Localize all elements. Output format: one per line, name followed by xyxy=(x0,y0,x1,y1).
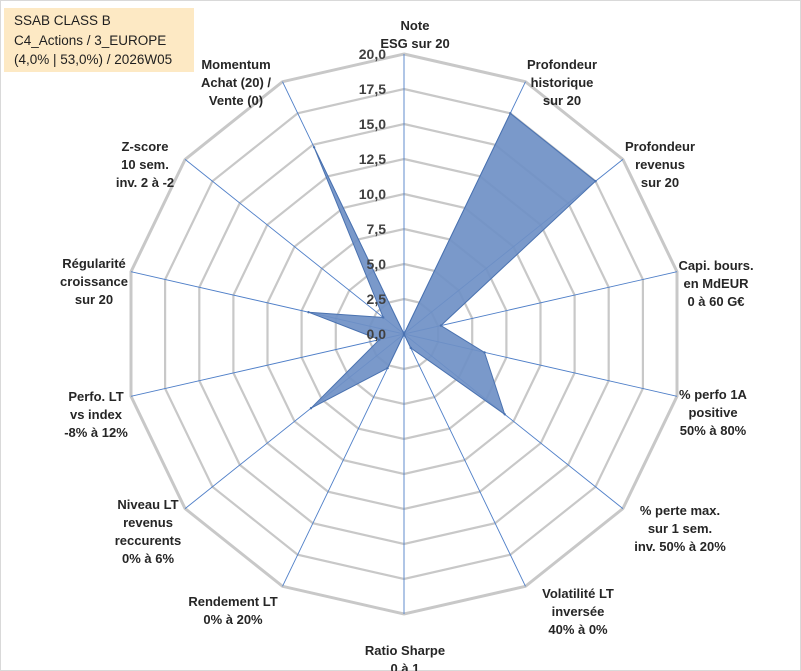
axis-label-2-line-1: revenus xyxy=(635,157,685,172)
axis-label-1-line-2: sur 20 xyxy=(543,93,581,108)
header-line-2: C4_Actions / 3_EUROPE xyxy=(14,32,167,48)
axis-label-13-line-0: Momentum xyxy=(201,57,270,72)
tick-label-6: 15,0 xyxy=(359,116,386,132)
series-point-13 xyxy=(312,146,316,149)
series-point-1 xyxy=(509,112,512,115)
axis-label-3: Capi. bours. en MdEUR 0 à 60 G€ xyxy=(678,258,753,309)
series-point-10 xyxy=(378,338,381,341)
axis-label-12-line-2: inv. 2 à -2 xyxy=(116,175,174,190)
tick-label-1: 2,5 xyxy=(367,291,387,307)
axis-spoke-8 xyxy=(282,333,405,587)
axis-spoke-10 xyxy=(130,333,405,397)
axis-label-10-line-1: vs index xyxy=(70,407,123,422)
axis-label-1-line-1: historique xyxy=(531,75,594,90)
axis-label-2-line-0: Profondeur xyxy=(625,139,695,154)
axis-label-0-line-1: ESG sur 20 xyxy=(380,36,449,51)
axis-label-9-line-2: reccurents xyxy=(115,533,181,548)
axis-label-5: % perte max. sur 1 sem. inv. 50% à 20% xyxy=(634,503,726,554)
axis-label-3-line-2: 0 à 60 G€ xyxy=(687,294,744,309)
tick-label-2: 5,0 xyxy=(367,256,387,272)
axis-label-8: Rendement LT 0% à 20% xyxy=(188,594,277,627)
series-point-12 xyxy=(382,316,385,319)
axis-label-5-line-1: sur 1 sem. xyxy=(648,521,712,536)
tick-layer: 0,0 2,5 5,0 7,5 10,0 12,5 15,0 17,5 20,0 xyxy=(359,46,386,342)
axis-label-4: % perfo 1A positive 50% à 80% xyxy=(679,387,748,438)
axis-label-8-line-0: Rendement LT xyxy=(188,594,277,609)
axis-label-2-line-2: sur 20 xyxy=(641,175,679,190)
axis-label-6: Volatilité LT inversée 40% à 0% xyxy=(542,586,614,637)
axis-label-6-line-2: 40% à 0% xyxy=(548,622,608,637)
axis-label-10-line-2: -8% à 12% xyxy=(64,425,128,440)
tick-label-3: 7,5 xyxy=(367,221,387,237)
axis-label-12: Z-score 10 sem. inv. 2 à -2 xyxy=(116,139,174,190)
axis-spoke-6 xyxy=(403,333,526,587)
axis-label-1-line-0: Profondeur xyxy=(527,57,597,72)
axis-label-5-line-2: inv. 50% à 20% xyxy=(634,539,726,554)
axis-label-13-line-1: Achat (20) / xyxy=(201,75,271,90)
axis-label-10-line-0: Perfo. LT xyxy=(68,389,123,404)
axis-label-4-line-2: 50% à 80% xyxy=(680,423,747,438)
axis-label-11-line-0: Régularité xyxy=(62,256,126,271)
series-point-2 xyxy=(594,180,597,183)
axis-label-12-line-0: Z-score xyxy=(122,139,169,154)
series-point-6 xyxy=(409,346,412,350)
axis-label-0-line-0: Note xyxy=(401,18,430,33)
axis-label-3-line-0: Capi. bours. xyxy=(678,258,753,273)
chart-header-box: SSAB CLASS B C4_Actions / 3_EUROPE (4,0%… xyxy=(4,8,194,72)
series-layer xyxy=(307,112,597,416)
series-area xyxy=(308,112,597,416)
axis-label-4-line-0: % perfo 1A xyxy=(679,387,748,402)
axis-label-7: Ratio Sharpe 0 à 1 xyxy=(365,643,445,671)
axis-label-9: Niveau LT revenus reccurents 0% à 6% xyxy=(115,497,181,566)
series-point-11 xyxy=(307,311,310,314)
axis-spoke-3 xyxy=(403,271,678,335)
tick-label-0: 0,0 xyxy=(367,326,387,342)
axis-label-3-line-1: en MdEUR xyxy=(684,276,750,291)
header-line-3: (4,0% | 53,0%) / 2026W05 xyxy=(14,52,173,67)
header-line-1: SSAB CLASS B xyxy=(14,13,111,28)
axis-label-4-line-1: positive xyxy=(688,405,737,420)
series-point-8 xyxy=(386,366,389,370)
axis-label-0: Note ESG sur 20 xyxy=(380,18,449,51)
axis-label-layer: Note ESG sur 20 Profondeur historique sur 20… xyxy=(60,18,754,671)
axis-label-11-line-2: sur 20 xyxy=(75,292,113,307)
axis-label-13-line-2: Vente (0) xyxy=(209,93,263,108)
series-point-9 xyxy=(309,407,313,410)
axis-label-12-line-1: 10 sem. xyxy=(121,157,169,172)
axis-label-9-line-3: 0% à 6% xyxy=(122,551,174,566)
axis-label-8-line-1: 0% à 20% xyxy=(203,612,263,627)
axis-label-1: Profondeur historique sur 20 xyxy=(527,57,597,108)
tick-label-5: 12,5 xyxy=(359,151,386,167)
axis-label-6-line-0: Volatilité LT xyxy=(542,586,614,601)
axis-label-6-line-1: inversée xyxy=(552,604,605,619)
tick-label-8: 20,0 xyxy=(359,46,386,62)
axis-label-11-line-1: croissance xyxy=(60,274,128,289)
axis-label-13: Momentum Achat (20) / Vente (0) xyxy=(201,57,271,108)
axis-label-9-line-0: Niveau LT xyxy=(117,497,178,512)
axis-label-7-line-1: 0 à 1 xyxy=(391,661,420,671)
axis-label-11: Régularité croissance sur 20 xyxy=(60,256,128,307)
series-point-3 xyxy=(439,324,443,327)
axis-label-5-line-0: % perte max. xyxy=(640,503,720,518)
series-point-5 xyxy=(503,413,506,416)
series-point-4 xyxy=(483,351,486,354)
axis-label-9-line-1: revenus xyxy=(123,515,173,530)
axis-label-7-line-0: Ratio Sharpe xyxy=(365,643,445,658)
axis-spoke-12 xyxy=(184,159,405,335)
tick-label-4: 10,0 xyxy=(359,186,386,202)
axis-label-10: Perfo. LT vs index -8% à 12% xyxy=(64,389,128,440)
axis-label-2: Profondeur revenus sur 20 xyxy=(625,139,695,190)
series-point-7 xyxy=(402,332,406,336)
tick-label-7: 17,5 xyxy=(359,81,386,97)
